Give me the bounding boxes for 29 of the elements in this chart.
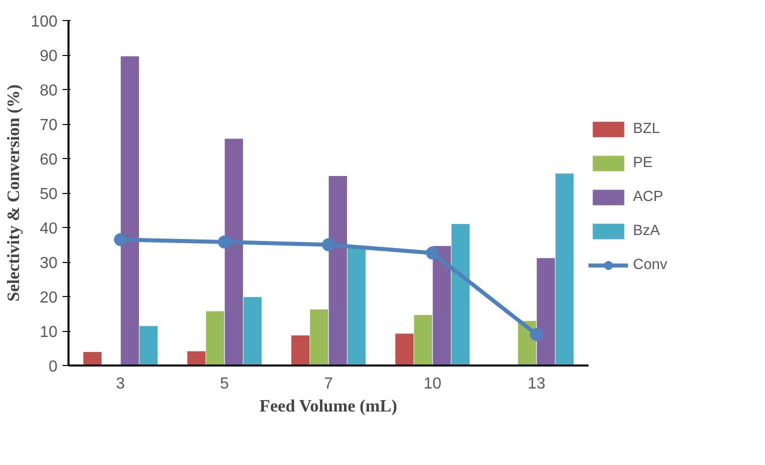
legend-label: Conv xyxy=(633,257,668,273)
y-tick-label: 20 xyxy=(40,290,58,306)
legend-label: PE xyxy=(633,155,653,171)
bar xyxy=(82,351,102,366)
point xyxy=(530,328,543,341)
point xyxy=(426,246,439,260)
point xyxy=(218,236,231,248)
y-tick-label: 60 xyxy=(40,152,58,168)
point xyxy=(322,238,335,252)
legend-label: BZL xyxy=(633,121,660,137)
y-tick-label: 0 xyxy=(48,358,58,376)
x-tick-label: 10 xyxy=(424,376,442,392)
x-tick-label: 7 xyxy=(324,376,334,392)
x-tick-label: 5 xyxy=(220,376,230,392)
y-tick-label: 70 xyxy=(40,117,58,134)
y-tick-label: 90 xyxy=(40,48,58,65)
x-tick-label: 13 xyxy=(528,376,546,392)
y-axis-title: Selectivity & Conversion (%) xyxy=(4,84,23,302)
y-tick-label: 30 xyxy=(40,255,58,272)
y-tick-label: 40 xyxy=(40,220,58,238)
x-axis-title: Feed Volume (mL) xyxy=(260,396,398,416)
y-tick-label: 50 xyxy=(40,186,58,203)
x-tick-label: 3 xyxy=(116,376,126,392)
y-tick-label: 100 xyxy=(30,14,58,30)
y-tick-label: 80 xyxy=(40,82,58,100)
y-tick-label: 10 xyxy=(40,324,58,341)
legend-label: BzA xyxy=(633,223,660,239)
point xyxy=(114,233,127,246)
legend-label: ACP xyxy=(633,189,664,205)
